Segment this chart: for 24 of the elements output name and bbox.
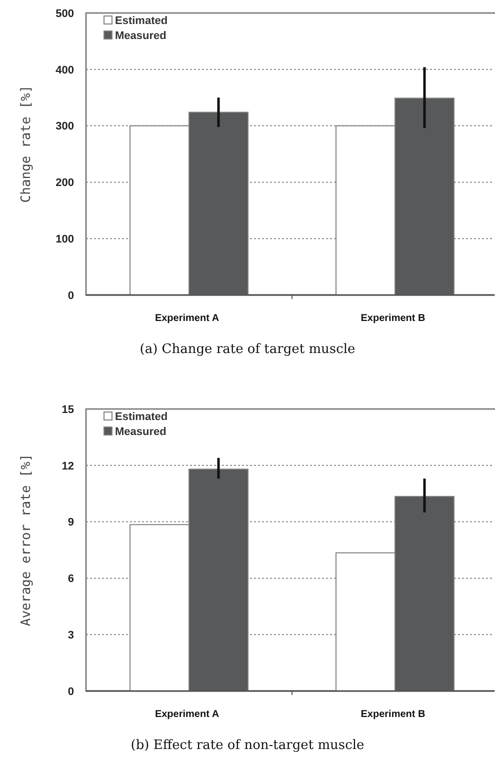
y-tick-label: 300 [56, 120, 74, 133]
text: (a) Change rate of target muscle [140, 342, 356, 357]
legend-label: Measured [115, 30, 166, 42]
x-tick-label: Experiment A [154, 709, 220, 720]
x-tick-label: Experiment B [360, 709, 426, 720]
y-tick-label: 200 [56, 177, 74, 190]
y-tick-label: 9 [68, 516, 74, 529]
y-axis-title: Change rate [%] [19, 85, 34, 203]
y-tick-label: 0 [68, 686, 74, 698]
y-tick-label: 3 [68, 629, 74, 642]
legend-label: Measured [115, 426, 166, 438]
y-tick-label: 500 [56, 8, 74, 20]
y-axis-title: Average error rate [%] [19, 454, 34, 626]
y-tick-label: 15 [62, 404, 74, 416]
y-tick-label: 400 [56, 64, 74, 76]
text: (b) Effect rate of non-target muscle [130, 738, 365, 753]
y-tick-label: 100 [56, 233, 74, 246]
x-tick-label: Experiment A [154, 313, 220, 324]
y-tick-label: 0 [68, 290, 74, 302]
x-tick-label: Experiment B [360, 313, 426, 324]
y-tick-label: 12 [62, 460, 74, 472]
y-tick-label: 6 [68, 573, 74, 586]
legend-label: Estimated [115, 411, 168, 424]
legend-label: Estimated [115, 15, 168, 28]
